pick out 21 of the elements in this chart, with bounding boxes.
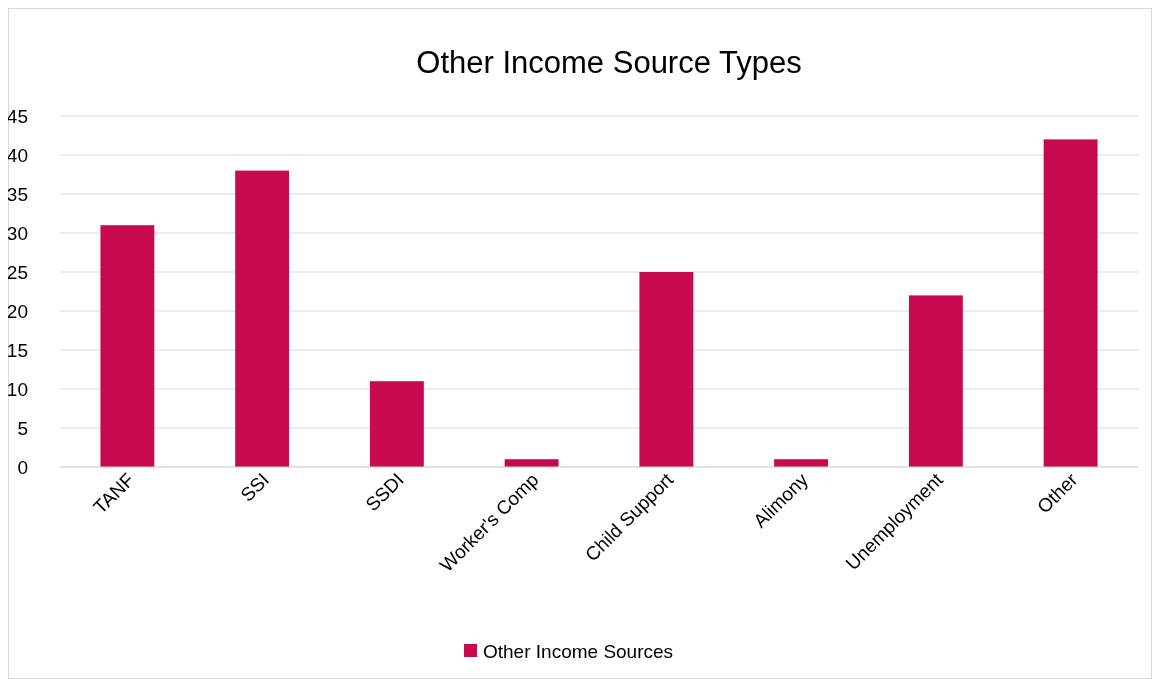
y-tick-label: 30 bbox=[6, 223, 28, 244]
bar bbox=[774, 459, 829, 467]
y-tick-label: 45 bbox=[6, 106, 28, 127]
bar bbox=[639, 272, 694, 467]
y-tick-label: 40 bbox=[6, 145, 28, 166]
bar bbox=[1043, 139, 1098, 467]
y-tick-label: 10 bbox=[6, 379, 28, 400]
y-tick-label: 0 bbox=[17, 457, 28, 478]
y-tick-label: 15 bbox=[6, 340, 28, 361]
bar bbox=[100, 225, 155, 467]
y-tick-label: 25 bbox=[6, 262, 28, 283]
bar bbox=[369, 381, 424, 467]
bar bbox=[908, 295, 963, 467]
chart-title: Other Income Source Types bbox=[416, 45, 802, 80]
bar bbox=[235, 170, 290, 467]
legend-label: Other Income Sources bbox=[483, 641, 674, 662]
y-tick-label: 35 bbox=[6, 184, 28, 205]
x-tick-label: SSI bbox=[236, 468, 273, 506]
y-tick-label: 20 bbox=[6, 301, 28, 322]
y-tick-label: 5 bbox=[17, 418, 28, 439]
bar bbox=[504, 459, 559, 467]
